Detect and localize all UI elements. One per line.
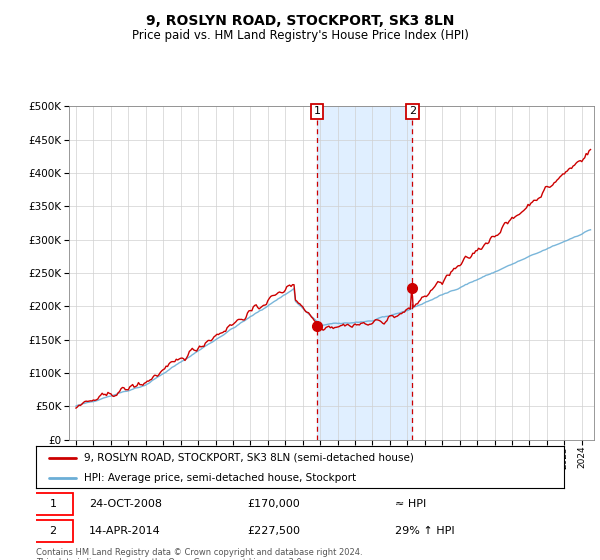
- Text: ≈ HPI: ≈ HPI: [395, 499, 426, 509]
- Text: 14-APR-2014: 14-APR-2014: [89, 526, 161, 536]
- Text: 29% ↑ HPI: 29% ↑ HPI: [395, 526, 455, 536]
- Bar: [317, 106, 412, 440]
- Text: Contains HM Land Registry data © Crown copyright and database right 2024.
This d: Contains HM Land Registry data © Crown c…: [36, 548, 362, 560]
- Text: £170,000: £170,000: [247, 499, 300, 509]
- Text: £227,500: £227,500: [247, 526, 300, 536]
- FancyBboxPatch shape: [34, 520, 73, 542]
- Text: 2: 2: [50, 526, 57, 536]
- Text: HPI: Average price, semi-detached house, Stockport: HPI: Average price, semi-detached house,…: [83, 473, 356, 483]
- Text: 1: 1: [50, 499, 56, 509]
- FancyBboxPatch shape: [34, 493, 73, 515]
- Text: 1: 1: [313, 106, 320, 116]
- Text: Price paid vs. HM Land Registry's House Price Index (HPI): Price paid vs. HM Land Registry's House …: [131, 29, 469, 42]
- Text: 2: 2: [409, 106, 416, 116]
- Text: 24-OCT-2008: 24-OCT-2008: [89, 499, 162, 509]
- Text: 9, ROSLYN ROAD, STOCKPORT, SK3 8LN: 9, ROSLYN ROAD, STOCKPORT, SK3 8LN: [146, 14, 454, 28]
- Text: 9, ROSLYN ROAD, STOCKPORT, SK3 8LN (semi-detached house): 9, ROSLYN ROAD, STOCKPORT, SK3 8LN (semi…: [83, 452, 413, 463]
